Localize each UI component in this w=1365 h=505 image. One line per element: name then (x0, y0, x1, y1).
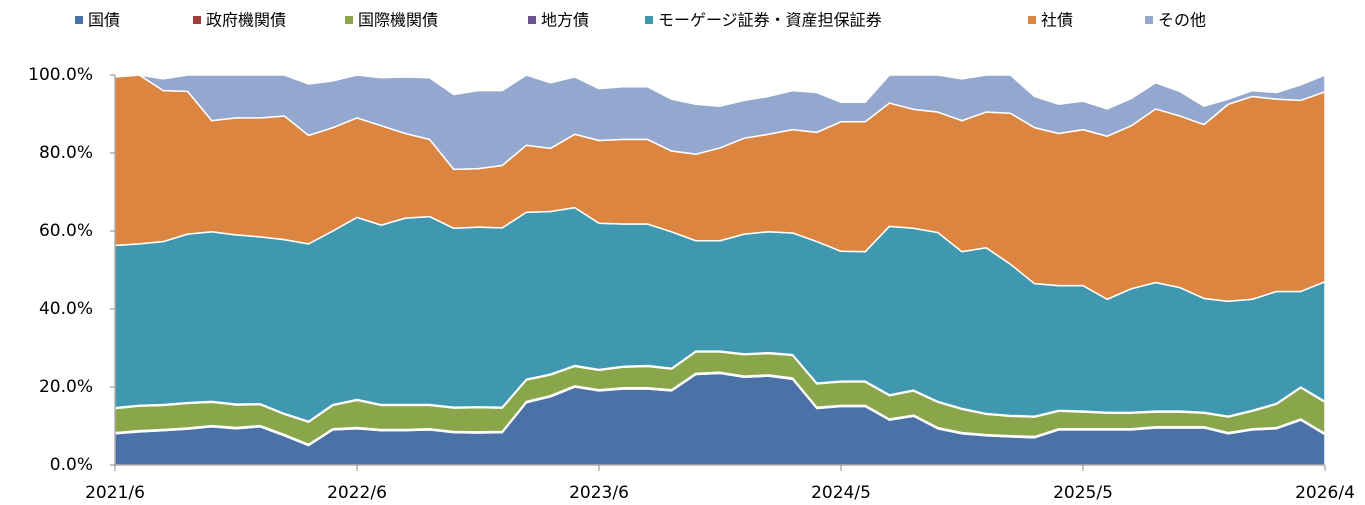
y-tick-label: 80.0% (39, 143, 93, 163)
legend-swatch (645, 16, 653, 24)
y-tick-label: 60.0% (39, 221, 93, 241)
legend-label: 地方債 (541, 11, 589, 30)
legend-swatch (75, 16, 83, 24)
y-tick-label: 0.0% (50, 455, 93, 475)
legend-label: 政府機関債 (206, 11, 286, 30)
legend-label: 国際機関債 (358, 11, 438, 30)
y-tick-label: 20.0% (39, 377, 93, 397)
x-tick-label: 2025/5 (1053, 483, 1113, 503)
legend-swatch (1028, 16, 1036, 24)
legend-label: 国債 (88, 11, 120, 30)
legend-label: その他 (1158, 11, 1206, 30)
x-tick-label: 2023/6 (569, 483, 629, 503)
area (114, 74, 1326, 171)
legend-swatch (345, 16, 353, 24)
x-tick-label: 2026/4 (1295, 483, 1355, 503)
legend-swatch (193, 16, 201, 24)
y-tick-label: 100.0% (28, 65, 93, 85)
y-tick-label: 40.0% (39, 299, 93, 319)
legend-label: 社債 (1041, 11, 1073, 30)
legend-swatch (1145, 16, 1153, 24)
x-tick-label: 2024/5 (811, 483, 871, 503)
x-tick-label: 2021/6 (85, 483, 145, 503)
x-tick-label: 2022/6 (327, 483, 387, 503)
legend-swatch (528, 16, 536, 24)
legend-label: モーゲージ証券・資産担保証券 (658, 11, 882, 30)
